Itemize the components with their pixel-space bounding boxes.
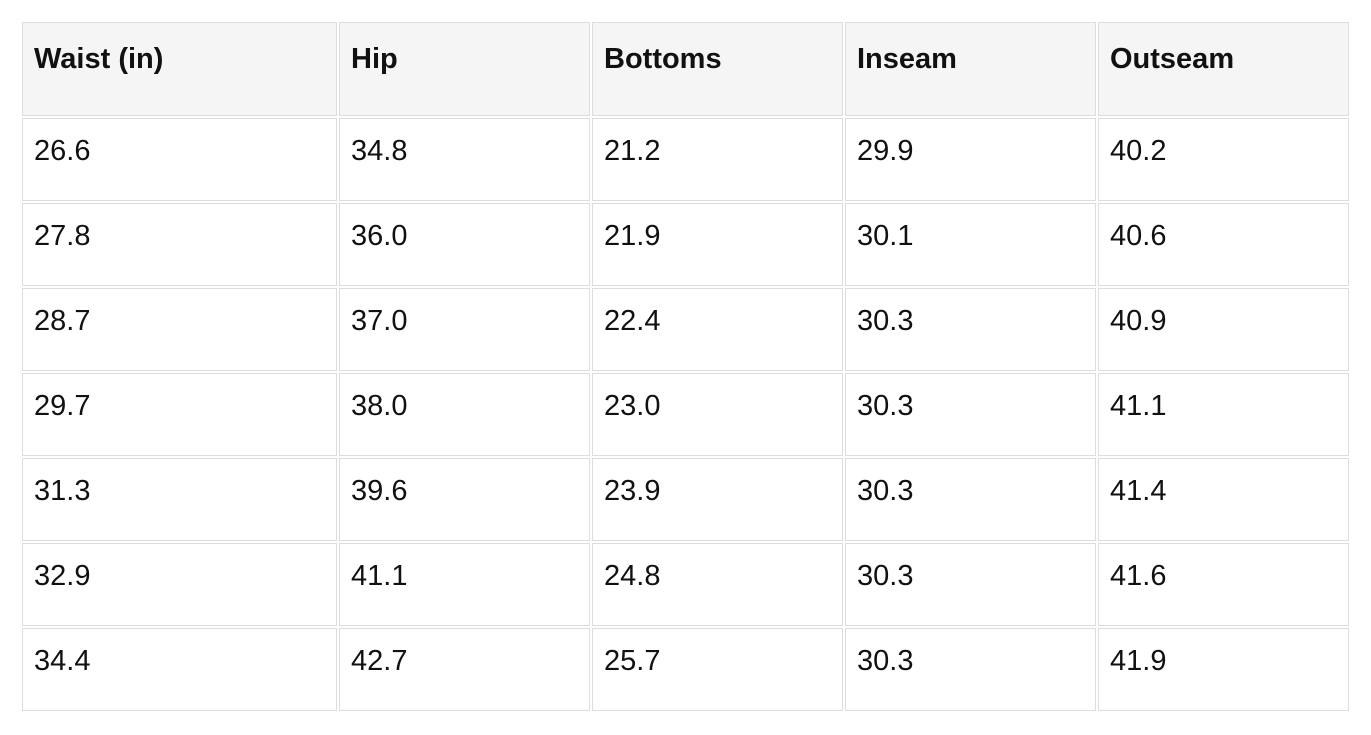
table-header: Waist (in) Hip Bottoms Inseam Outseam <box>22 22 1349 116</box>
table-cell: 31.3 <box>22 458 337 541</box>
table-cell: 34.8 <box>339 118 590 201</box>
table-cell: 40.9 <box>1098 288 1349 371</box>
table-cell: 41.6 <box>1098 543 1349 626</box>
header-cell-outseam: Outseam <box>1098 22 1349 116</box>
header-cell-bottoms: Bottoms <box>592 22 843 116</box>
table-cell: 41.4 <box>1098 458 1349 541</box>
table-cell: 41.9 <box>1098 628 1349 711</box>
table-cell: 23.0 <box>592 373 843 456</box>
header-cell-inseam: Inseam <box>845 22 1096 116</box>
table-cell: 30.3 <box>845 543 1096 626</box>
table-cell: 36.0 <box>339 203 590 286</box>
table-cell: 21.9 <box>592 203 843 286</box>
header-cell-waist: Waist (in) <box>22 22 337 116</box>
table-cell: 24.8 <box>592 543 843 626</box>
table-cell: 23.9 <box>592 458 843 541</box>
table-cell: 26.6 <box>22 118 337 201</box>
table-cell: 30.3 <box>845 288 1096 371</box>
table-cell: 40.6 <box>1098 203 1349 286</box>
table-cell: 21.2 <box>592 118 843 201</box>
table-cell: 29.7 <box>22 373 337 456</box>
table-cell: 32.9 <box>22 543 337 626</box>
table-cell: 27.8 <box>22 203 337 286</box>
table-row: 27.8 36.0 21.9 30.1 40.6 <box>22 203 1349 286</box>
table-row: 32.9 41.1 24.8 30.3 41.6 <box>22 543 1349 626</box>
table-cell: 30.3 <box>845 458 1096 541</box>
table-cell: 40.2 <box>1098 118 1349 201</box>
header-cell-hip: Hip <box>339 22 590 116</box>
table-row: 34.4 42.7 25.7 30.3 41.9 <box>22 628 1349 711</box>
table-cell: 29.9 <box>845 118 1096 201</box>
table-cell: 41.1 <box>339 543 590 626</box>
table-cell: 30.1 <box>845 203 1096 286</box>
table-cell: 42.7 <box>339 628 590 711</box>
table-cell: 34.4 <box>22 628 337 711</box>
table-row: 29.7 38.0 23.0 30.3 41.1 <box>22 373 1349 456</box>
table-cell: 30.3 <box>845 628 1096 711</box>
table-cell: 22.4 <box>592 288 843 371</box>
table-row: 31.3 39.6 23.9 30.3 41.4 <box>22 458 1349 541</box>
table-cell: 30.3 <box>845 373 1096 456</box>
table-cell: 28.7 <box>22 288 337 371</box>
table-cell: 39.6 <box>339 458 590 541</box>
table-cell: 25.7 <box>592 628 843 711</box>
table-cell: 38.0 <box>339 373 590 456</box>
table-row: 28.7 37.0 22.4 30.3 40.9 <box>22 288 1349 371</box>
table-body: 26.6 34.8 21.2 29.9 40.2 27.8 36.0 21.9 … <box>22 118 1349 711</box>
header-row: Waist (in) Hip Bottoms Inseam Outseam <box>22 22 1349 116</box>
size-chart-table: Waist (in) Hip Bottoms Inseam Outseam 26… <box>20 20 1351 713</box>
table-cell: 37.0 <box>339 288 590 371</box>
table-row: 26.6 34.8 21.2 29.9 40.2 <box>22 118 1349 201</box>
table-cell: 41.1 <box>1098 373 1349 456</box>
